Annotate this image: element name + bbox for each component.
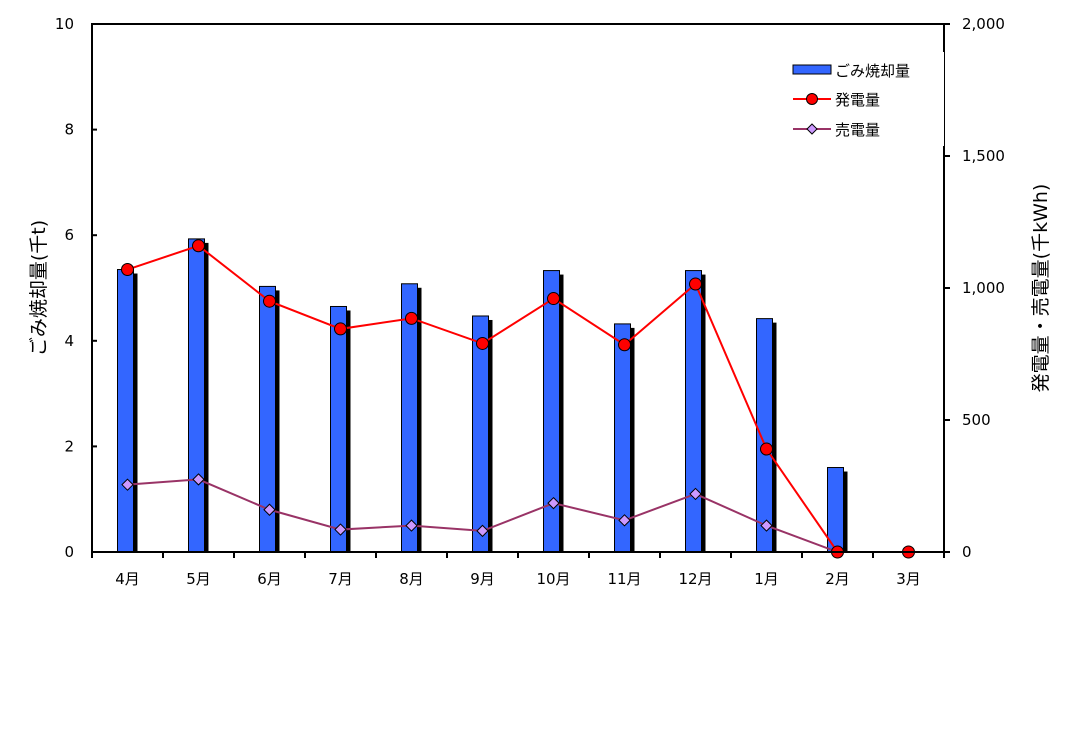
legend-marker-generation (806, 93, 818, 105)
data-point (760, 442, 773, 456)
y-tick-label-left: 6 (64, 226, 74, 244)
series-line (127, 244, 909, 553)
data-point (121, 263, 134, 277)
y-tick-label-left: 0 (64, 543, 74, 561)
x-tick-label: 2月 (825, 570, 850, 588)
y-tick-label-left: 2 (64, 437, 74, 455)
data-point (547, 292, 560, 306)
legend-swatch-bar (792, 64, 832, 75)
x-tick-label: 8月 (399, 570, 424, 588)
data-point (760, 519, 773, 532)
bar (543, 270, 560, 553)
data-point (476, 524, 489, 538)
data-point (689, 487, 702, 501)
x-tick-label: 4月 (115, 570, 140, 588)
bar (117, 269, 134, 553)
bar (188, 238, 205, 553)
data-point (476, 336, 489, 350)
bar (685, 270, 702, 553)
data-point (618, 338, 631, 352)
y-tick-label-left: 10 (55, 15, 74, 33)
x-tick-label: 7月 (328, 570, 353, 588)
legend-label-incineration: ごみ焼却量 (835, 62, 910, 80)
y-axis-left-title: ごみ焼却量(千t) (28, 220, 50, 356)
x-tick-label: 10月 (536, 570, 570, 588)
data-point (192, 239, 205, 253)
y-tick-label-right: 2,000 (962, 15, 1005, 33)
y-tick-label-right: 1,500 (962, 147, 1005, 165)
data-point (263, 294, 276, 308)
lines-layer (121, 239, 915, 559)
bar (330, 305, 347, 553)
bar (756, 318, 773, 553)
x-tick-label: 3月 (896, 570, 921, 588)
data-point (192, 473, 205, 486)
ticks-layer: 0 2 4 6 8 10 0 500 1,000 1,500 2,000 4月 5月 6月 7月 8月 9月 10… (55, 15, 1005, 588)
legend-label-sales: 売電量 (835, 121, 880, 139)
x-tick-label: 12月 (678, 570, 712, 588)
data-point (405, 311, 418, 325)
x-tick-label: 6月 (257, 570, 282, 588)
bars-layer (117, 238, 848, 553)
data-point (121, 478, 134, 491)
data-point (334, 322, 347, 336)
x-tick-label: 11月 (607, 570, 641, 588)
legend: ごみ焼却量 発電量 売電量 (784, 52, 944, 146)
y-tick-label-right: 500 (962, 411, 991, 429)
y-tick-label-left: 4 (64, 332, 74, 350)
data-point (547, 496, 560, 510)
y-axis-right-title: 発電量・売電量(千kWh) (1030, 184, 1052, 393)
data-point (689, 277, 702, 291)
y-tick-label-left: 8 (64, 121, 74, 139)
data-point (263, 503, 276, 516)
x-tick-label: 1月 (754, 570, 779, 588)
data-point (618, 514, 631, 527)
x-tick-label: 9月 (470, 570, 495, 588)
series-line (127, 478, 909, 553)
data-point (405, 519, 418, 532)
data-point (334, 523, 347, 536)
y-tick-label-right: 1,000 (962, 279, 1005, 297)
y-tick-label-right: 0 (962, 543, 972, 561)
legend-marker-sales (806, 123, 818, 135)
bar (472, 315, 489, 553)
legend-label-generation: 発電量 (835, 91, 880, 109)
x-tick-label: 5月 (186, 570, 211, 588)
